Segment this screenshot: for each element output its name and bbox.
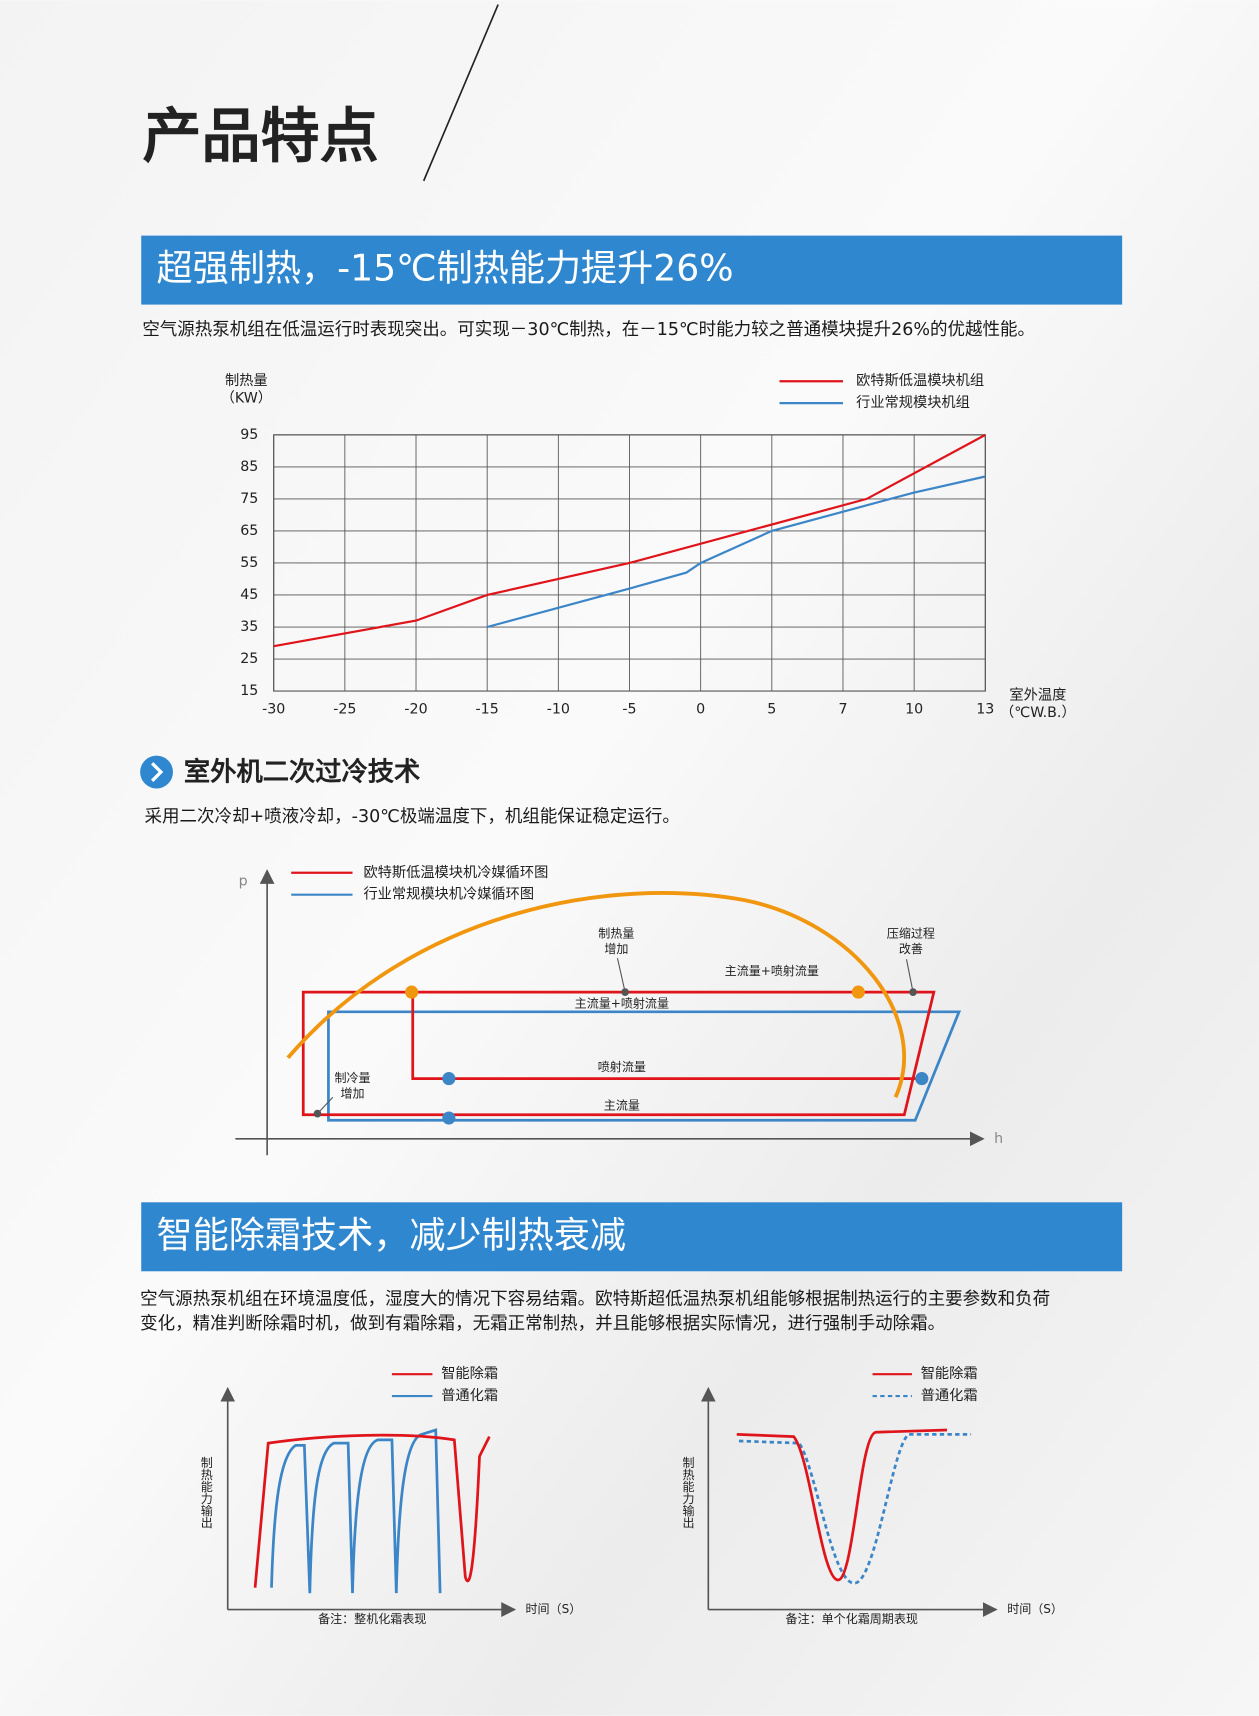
legend-label: 智能除霜 [921,1365,978,1382]
series-line [486,475,986,629]
paragraph: 空气源热泵机组在低温运行时表现突出。可实现－30℃制热，在－15℃时能力较之普通… [142,320,1035,340]
legend-label: 普通化霜 [921,1387,978,1404]
saturation-curve [286,891,907,1098]
axis-label: p [239,874,248,890]
y-tick-label: 65 [240,523,258,539]
y-axis-label: 制热能力输出 [199,1456,213,1529]
label: 增加 [604,942,628,956]
page-title: 产品特点 [142,101,378,170]
y-tick-label: 75 [240,491,258,507]
curve-smart [253,1433,491,1588]
y-tick-label: 35 [240,619,258,635]
icon [140,755,173,789]
ph-diagram: p h 欧特斯低温模块机冷媒循环图 行业常规模块机冷媒循环图 制热量 增加 压缩… [235,864,1003,1156]
defrost-chart: 智能除霜 普通化霜 制热能力输出 时间（S） 备注：整机化霜表现 [199,1365,581,1626]
label: 压缩过程 [887,926,935,941]
y-tick-label: 15 [240,683,258,699]
legend-label: 欧特斯低温模块机冷媒循环图 [363,864,548,881]
x-tick-label: -30 [262,702,285,718]
note: 备注：单个化霜周期表现 [786,1611,918,1626]
y-axis-label: 制热能力输出 [681,1456,695,1529]
x-tick-label: -5 [622,702,636,718]
banner-text: 智能除霜技术，减少制热衰减 [157,1213,626,1256]
legend-label: 行业常规模块机冷媒循环图 [363,886,534,903]
label: 喷射流量 [598,1059,646,1074]
x-axis-label: 室外温度 [1009,686,1066,703]
point [313,1109,322,1118]
point [405,985,419,999]
legend-label: 智能除霜 [441,1365,498,1382]
label: 主流量 [604,1098,640,1112]
label: 主流量+喷射流量 [575,996,669,1011]
x-axis-label: 时间（S） [525,1602,581,1616]
point [915,1072,929,1086]
label: 制热量 [598,927,634,941]
y-tick-label: 25 [240,651,258,667]
label: 改善 [899,941,923,956]
decor-line [422,4,499,182]
y-tick-label: 85 [240,459,258,475]
label: 主流量+喷射流量 [725,963,819,978]
series-line [273,433,986,648]
defrost-chart: 智能除霜 普通化霜 制热能力输出 时间（S） 备注：单个化霜周期表现 [681,1365,1063,1626]
banner-text: 超强制热，-15℃制热能力提升26% [157,247,734,290]
x-axis-label: （℃W.B.） [1000,704,1076,721]
paragraph: 空气源热泵机组在环境温度低，湿度大的情况下容易结霜。欧特斯超低温热泵机组能够根据… [140,1290,1050,1310]
label: 增加 [340,1086,364,1100]
legend-label: 欧特斯低温模块机组 [856,372,984,389]
x-tick-label: -10 [547,702,570,718]
x-tick-label: 10 [905,702,923,718]
x-tick-label: 0 [696,702,705,718]
line-chart: 15 25 35 45 55 65 75 85 95 -30 -25 -20 -15 -10 -5 0 5 7 10… [240,372,994,717]
label: 制冷量 [334,1071,370,1085]
curve-smart [736,1428,948,1582]
cycle-red [301,990,936,1117]
x-tick-label: -25 [333,702,356,718]
x-tick-label: -20 [404,702,427,718]
point [909,988,917,996]
x-tick-label: 13 [976,702,994,718]
x-axis-label: 时间（S） [1007,1602,1063,1616]
paragraph: 采用二次冷却+喷液冷却，-30℃极端温度下，机组能保证稳定运行。 [145,807,680,827]
y-tick-label: 45 [240,587,258,603]
y-tick-label: 95 [240,427,258,443]
y-tick-label: 55 [240,555,258,571]
y-axis-label: （KW） [221,390,272,407]
banner [141,1202,1123,1272]
point [442,1111,456,1125]
banner [141,235,1123,305]
y-axis-label: 制热量 [225,372,268,389]
point [851,985,865,999]
point [621,988,629,996]
paragraph: 变化，精准判断除霜时机，做到有霜除霜，无霜正常制热，并且能够根据实际情况，进行强… [140,1314,945,1334]
x-tick-label: 7 [838,702,847,718]
point [442,1072,456,1086]
cycle-red [411,992,922,1080]
x-tick-label: -15 [476,702,499,718]
note: 备注：整机化霜表现 [318,1611,426,1626]
legend-label: 行业常规模块机组 [856,394,970,411]
cycle-blue [327,1010,962,1122]
legend-label: 普通化霜 [441,1387,498,1404]
icon-arrow [151,762,164,782]
axis-label: h [994,1131,1003,1147]
subsection-title: 室外机二次过冷技术 [184,757,421,788]
curve-normal [270,1428,442,1594]
x-tick-label: 5 [767,702,776,718]
